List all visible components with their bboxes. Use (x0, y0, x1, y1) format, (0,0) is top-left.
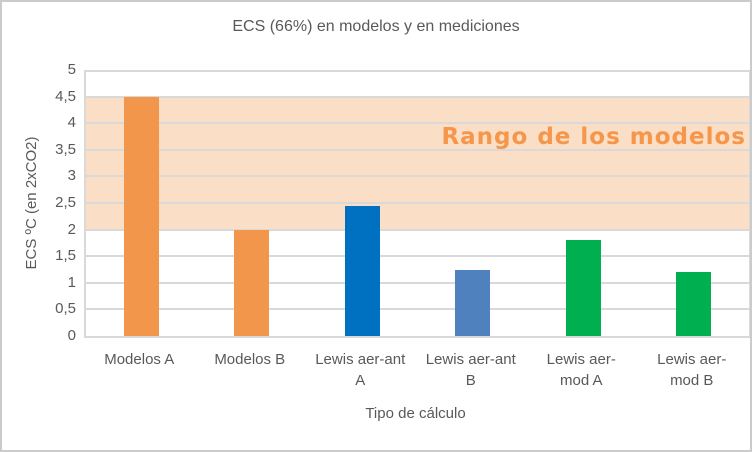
y-axis: 0 0,5 1 1,5 2 2,5 3 3,5 4 4,5 5 (2, 61, 76, 344)
x-category-label: Modelos A (104, 351, 175, 368)
x-axis: Modelos A Modelos B Lewis aer-ant A Lewis a… (84, 349, 747, 397)
gridline (86, 175, 749, 178)
y-tick-label: 5 (67, 61, 76, 78)
gridline (86, 202, 749, 204)
bar (565, 240, 601, 336)
gridline (86, 281, 749, 284)
y-tick-label: 0 (67, 327, 76, 344)
y-tick-label: 2 (67, 220, 76, 238)
y-tick-label: 2,5 (55, 194, 76, 211)
bar (676, 272, 712, 336)
x-category-label: Modelos B (214, 351, 286, 368)
x-category-label: Lewis aer- mod A (546, 351, 616, 389)
bar (344, 205, 380, 336)
gridline (86, 95, 749, 98)
y-tick-label: 0,5 (55, 300, 76, 318)
y-tick-label: 1 (67, 273, 76, 291)
bar (234, 229, 270, 336)
x-category-label: Lewis aer-ant B (425, 351, 516, 389)
x-category-label: Lewis aer- mod B (657, 351, 727, 389)
y-tick-label: 4,5 (55, 87, 76, 105)
y-tick-label: 3,5 (55, 140, 76, 158)
bar (123, 96, 159, 336)
chart-title: ECS (66%) en modelos y en mediciones (232, 18, 520, 35)
gridline (86, 122, 749, 125)
y-tick-label: 3 (67, 167, 76, 185)
x-category-label: Lewis aer-ant A (315, 351, 406, 389)
range-band-label: Rango de los modelos (441, 123, 746, 150)
x-axis-title: Tipo de cálculo (365, 405, 466, 422)
gridline (86, 255, 749, 258)
y-tick-label: 1,5 (55, 247, 76, 265)
y-tick-label: 4 (67, 114, 76, 132)
bar (455, 269, 491, 336)
gridline (86, 70, 749, 72)
gridline (86, 148, 749, 151)
range-band (86, 96, 749, 230)
gridline (86, 228, 749, 231)
gridline (86, 308, 749, 311)
plot-area: Rango de los modelos (84, 70, 750, 338)
